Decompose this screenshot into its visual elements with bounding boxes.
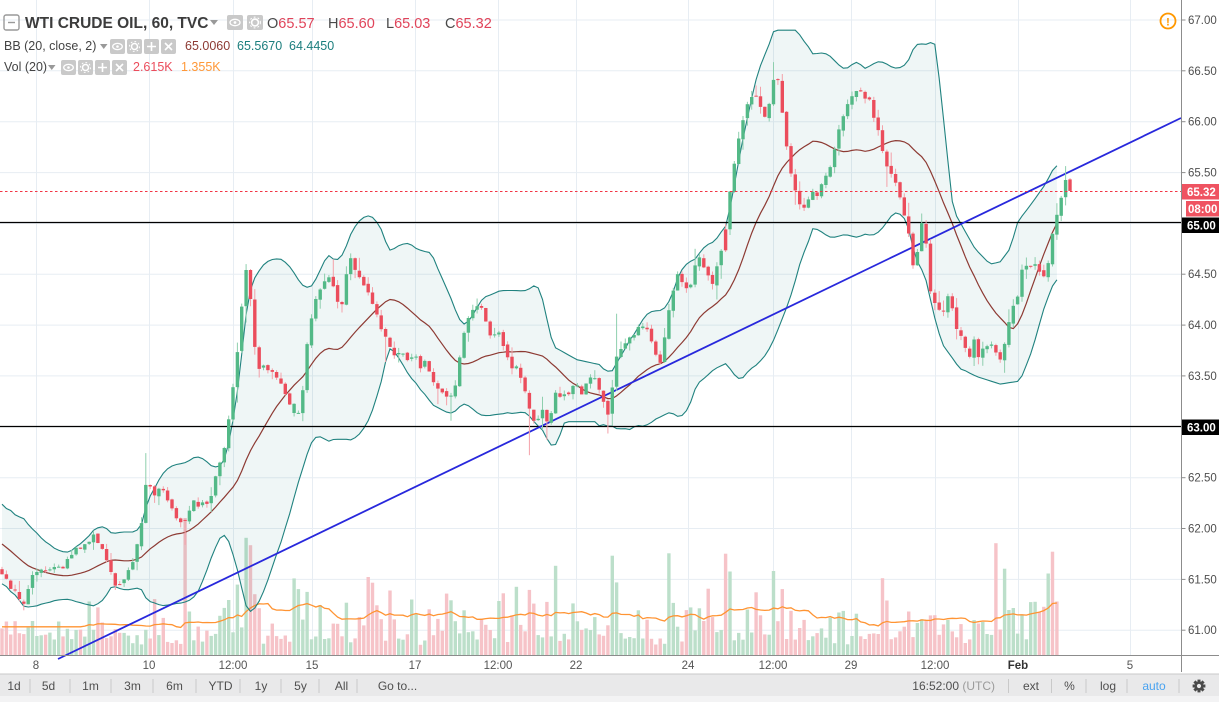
svg-text:12:00: 12:00 (759, 660, 788, 672)
svg-text:Feb: Feb (1008, 660, 1028, 672)
svg-text:10: 10 (143, 660, 156, 672)
svg-text:H65.60: H65.60 (328, 16, 375, 32)
svg-text:67.00: 67.00 (1188, 15, 1217, 27)
svg-text:1m: 1m (82, 679, 99, 693)
svg-text:%: % (1064, 679, 1075, 693)
svg-text:08:00: 08:00 (1188, 204, 1217, 216)
svg-text:29: 29 (845, 660, 858, 672)
svg-text:62.50: 62.50 (1188, 473, 1217, 485)
svg-text:65.00: 65.00 (1187, 221, 1216, 233)
svg-text:2.615K: 2.615K (133, 60, 173, 74)
svg-text:65.50: 65.50 (1188, 168, 1217, 180)
svg-text:Go to...: Go to... (378, 679, 417, 693)
svg-text:5d: 5d (42, 679, 55, 693)
svg-text:BB (20, close, 2): BB (20, close, 2) (4, 39, 96, 53)
svg-text:C65.32: C65.32 (445, 16, 492, 32)
svg-text:!: ! (1166, 17, 1170, 29)
svg-text:1.355K: 1.355K (181, 60, 221, 74)
svg-text:66.00: 66.00 (1188, 117, 1217, 129)
svg-text:64.00: 64.00 (1188, 320, 1217, 332)
svg-text:22: 22 (570, 660, 583, 672)
svg-text:64.50: 64.50 (1188, 269, 1217, 281)
svg-text:Vol (20): Vol (20) (4, 60, 47, 74)
svg-text:5: 5 (1127, 660, 1133, 672)
svg-text:log: log (1100, 679, 1116, 693)
svg-text:24: 24 (682, 660, 695, 672)
svg-text:12:00: 12:00 (921, 660, 950, 672)
svg-text:64.4450: 64.4450 (289, 39, 334, 53)
svg-text:1d: 1d (7, 679, 20, 693)
svg-text:auto: auto (1142, 679, 1166, 693)
svg-text:8: 8 (33, 660, 39, 672)
svg-text:65.5670: 65.5670 (237, 39, 282, 53)
svg-text:5y: 5y (294, 679, 307, 693)
svg-text:63.00: 63.00 (1187, 423, 1216, 435)
svg-text:YTD: YTD (209, 679, 233, 693)
svg-text:61.50: 61.50 (1188, 574, 1217, 586)
svg-text:All: All (335, 679, 348, 693)
svg-text:O65.57: O65.57 (267, 16, 315, 32)
svg-text:1y: 1y (255, 679, 268, 693)
svg-text:6m: 6m (166, 679, 183, 693)
svg-text:17: 17 (409, 660, 422, 672)
svg-text:15: 15 (306, 660, 319, 672)
svg-text:62.00: 62.00 (1188, 524, 1217, 536)
svg-text:66.50: 66.50 (1188, 66, 1217, 78)
svg-text:3m: 3m (124, 679, 141, 693)
svg-text:L65.03: L65.03 (386, 16, 430, 32)
svg-text:65.0060: 65.0060 (185, 39, 230, 53)
svg-text:63.50: 63.50 (1188, 371, 1217, 383)
svg-text:61.00: 61.00 (1188, 625, 1217, 637)
svg-text:12:00: 12:00 (219, 660, 248, 672)
svg-text:65.32: 65.32 (1187, 187, 1216, 199)
svg-text:WTI CRUDE OIL, 60, TVC: WTI CRUDE OIL, 60, TVC (25, 15, 208, 32)
svg-text:16:52:00 (UTC): 16:52:00 (UTC) (912, 679, 995, 693)
svg-text:12:00: 12:00 (484, 660, 513, 672)
svg-text:ext: ext (1023, 679, 1040, 693)
